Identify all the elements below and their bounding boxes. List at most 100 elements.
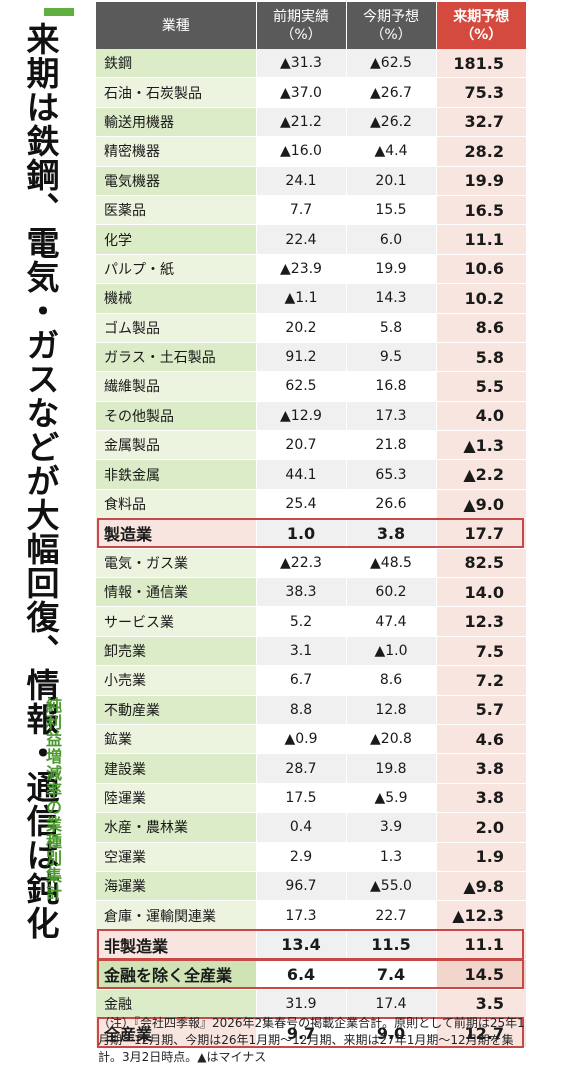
next-forecast-cell: 3.8	[436, 753, 526, 784]
industry-name-cell: サービス業	[96, 606, 257, 637]
next-forecast-cell: 5.5	[436, 371, 526, 402]
next-forecast-cell: ▲9.8	[436, 871, 526, 902]
prev-actual-cell: 31.9	[256, 989, 347, 1019]
table-row: 精密機器 ▲16.0 ▲4.4 28.2	[96, 136, 526, 167]
table-row: 水産・農林業 0.4 3.9 2.0	[96, 812, 526, 843]
next-forecast-cell: 4.0	[436, 401, 526, 432]
industry-name-cell: 鉱業	[96, 724, 257, 755]
table-row: 建設業 28.7 19.8 3.8	[96, 753, 526, 784]
current-forecast-cell: 15.5	[346, 195, 437, 226]
prev-actual-cell: ▲37.0	[256, 77, 347, 108]
industry-name-cell: 精密機器	[96, 136, 257, 167]
prev-actual-cell: 91.2	[256, 342, 347, 373]
prev-actual-cell: 9.7	[256, 1018, 347, 1049]
prev-actual-cell: ▲1.1	[256, 283, 347, 314]
prev-actual-cell: 62.5	[256, 371, 347, 402]
industry-name-cell: 製造業	[96, 518, 257, 549]
next-forecast-cell: 82.5	[436, 548, 526, 579]
current-forecast-cell: ▲4.4	[346, 136, 437, 167]
prev-actual-cell: 5.2	[256, 606, 347, 637]
table-row: 石油・石炭製品 ▲37.0 ▲26.7 75.3	[96, 77, 526, 108]
next-forecast-cell: 3.8	[436, 783, 526, 814]
current-forecast-cell: 20.1	[346, 166, 437, 196]
summary-row: 製造業 1.0 3.8 17.7	[96, 518, 526, 549]
next-forecast-cell: ▲1.3	[436, 430, 526, 461]
current-forecast-cell: 26.6	[346, 489, 437, 520]
current-forecast-cell: 6.0	[346, 224, 437, 255]
next-forecast-cell: 14.5	[436, 959, 526, 990]
current-forecast-cell: 9.0	[346, 1018, 437, 1049]
industry-name-cell: ガラス・土石製品	[96, 342, 257, 373]
next-forecast-cell: 1.9	[436, 842, 526, 872]
next-forecast-cell: 2.0	[436, 812, 526, 843]
prev-actual-cell: 8.8	[256, 695, 347, 725]
prev-actual-cell: 17.5	[256, 783, 347, 814]
prev-actual-cell: 2.9	[256, 842, 347, 872]
current-forecast-cell: ▲20.8	[346, 724, 437, 755]
current-forecast-cell: ▲55.0	[346, 871, 437, 902]
industry-name-cell: ゴム製品	[96, 313, 257, 343]
current-forecast-cell: 19.9	[346, 254, 437, 285]
table-row: 卸売業 3.1 ▲1.0 7.5	[96, 636, 526, 667]
col-header-next: 来期予想 （%）	[436, 2, 526, 49]
current-forecast-cell: ▲26.2	[346, 107, 437, 138]
col-header-prev: 前期実績 （%）	[256, 2, 347, 49]
next-forecast-cell: 16.5	[436, 195, 526, 226]
summary-row: 金融を除く全産業 6.4 7.4 14.5	[96, 959, 526, 990]
current-forecast-cell: 9.5	[346, 342, 437, 373]
table-row: 化学 22.4 6.0 11.1	[96, 224, 526, 255]
table-row: ゴム製品 20.2 5.8 8.6	[96, 313, 526, 343]
table-body: 鉄鋼 ▲31.3 ▲62.5 181.5 石油・石炭製品 ▲37.0 ▲26.7 75.3 輸送…	[96, 49, 526, 1049]
current-forecast-cell: 3.9	[346, 812, 437, 843]
table-row: 小売業 6.7 8.6 7.2	[96, 665, 526, 696]
next-forecast-cell: 7.2	[436, 665, 526, 696]
next-forecast-cell: 5.7	[436, 695, 526, 725]
table-row: ガラス・土石製品 91.2 9.5 5.8	[96, 342, 526, 373]
table-row: 電気機器 24.1 20.1 19.9	[96, 166, 526, 196]
next-forecast-cell: 28.2	[436, 136, 526, 167]
prev-actual-cell: ▲16.0	[256, 136, 347, 167]
industry-name-cell: 金融を除く全産業	[96, 959, 257, 990]
industry-name-cell: 化学	[96, 224, 257, 255]
table-row: 空運業 2.9 1.3 1.9	[96, 842, 526, 872]
table-row: 不動産業 8.8 12.8 5.7	[96, 695, 526, 725]
industry-name-cell: 小売業	[96, 665, 257, 696]
industry-name-cell: 金属製品	[96, 430, 257, 461]
prev-actual-cell: ▲23.9	[256, 254, 347, 285]
prev-actual-cell: ▲12.9	[256, 401, 347, 432]
current-forecast-cell: 3.8	[346, 518, 437, 549]
current-forecast-cell: ▲5.9	[346, 783, 437, 814]
next-forecast-cell: 10.6	[436, 254, 526, 285]
summary-row: 非製造業 13.4 11.5 11.1	[96, 930, 526, 961]
table-row: 陸運業 17.5 ▲5.9 3.8	[96, 783, 526, 814]
prev-actual-cell: 44.1	[256, 459, 347, 490]
industry-name-cell: 水産・農林業	[96, 812, 257, 843]
next-forecast-cell: 8.6	[436, 313, 526, 343]
prev-actual-cell: 7.7	[256, 195, 347, 226]
industry-name-cell: その他製品	[96, 401, 257, 432]
table-row: 金属製品 20.7 21.8 ▲1.3	[96, 430, 526, 461]
next-forecast-cell: 11.1	[436, 224, 526, 255]
industry-name-cell: 食料品	[96, 489, 257, 520]
prev-actual-cell: ▲21.2	[256, 107, 347, 138]
prev-actual-cell: 24.1	[256, 166, 347, 196]
current-forecast-cell: 12.8	[346, 695, 437, 725]
col-header-industry: 業種	[96, 2, 257, 49]
next-forecast-cell: 11.1	[436, 930, 526, 961]
table-row: 鉱業 ▲0.9 ▲20.8 4.6	[96, 724, 526, 755]
current-forecast-cell: ▲26.7	[346, 77, 437, 108]
next-forecast-cell: 5.8	[436, 342, 526, 373]
green-accent-bar	[44, 8, 74, 16]
headline: 来期は鉄鋼、電気・ガスなどが大幅回復、情報・通信は鈍化	[21, 22, 60, 940]
current-forecast-cell: 16.8	[346, 371, 437, 402]
subheadline: 純利益増減率の業種別集計	[43, 697, 62, 901]
industry-name-cell: 非製造業	[96, 930, 257, 961]
prev-actual-cell: 6.7	[256, 665, 347, 696]
current-forecast-cell: 17.3	[346, 401, 437, 432]
industry-name-cell: 鉄鋼	[96, 49, 257, 79]
next-forecast-cell: 14.0	[436, 577, 526, 608]
current-forecast-cell: ▲48.5	[346, 548, 437, 579]
prev-actual-cell: ▲0.9	[256, 724, 347, 755]
summary-row: 全産業 9.7 9.0 12.7	[96, 1018, 526, 1049]
prev-actual-cell: 20.2	[256, 313, 347, 343]
